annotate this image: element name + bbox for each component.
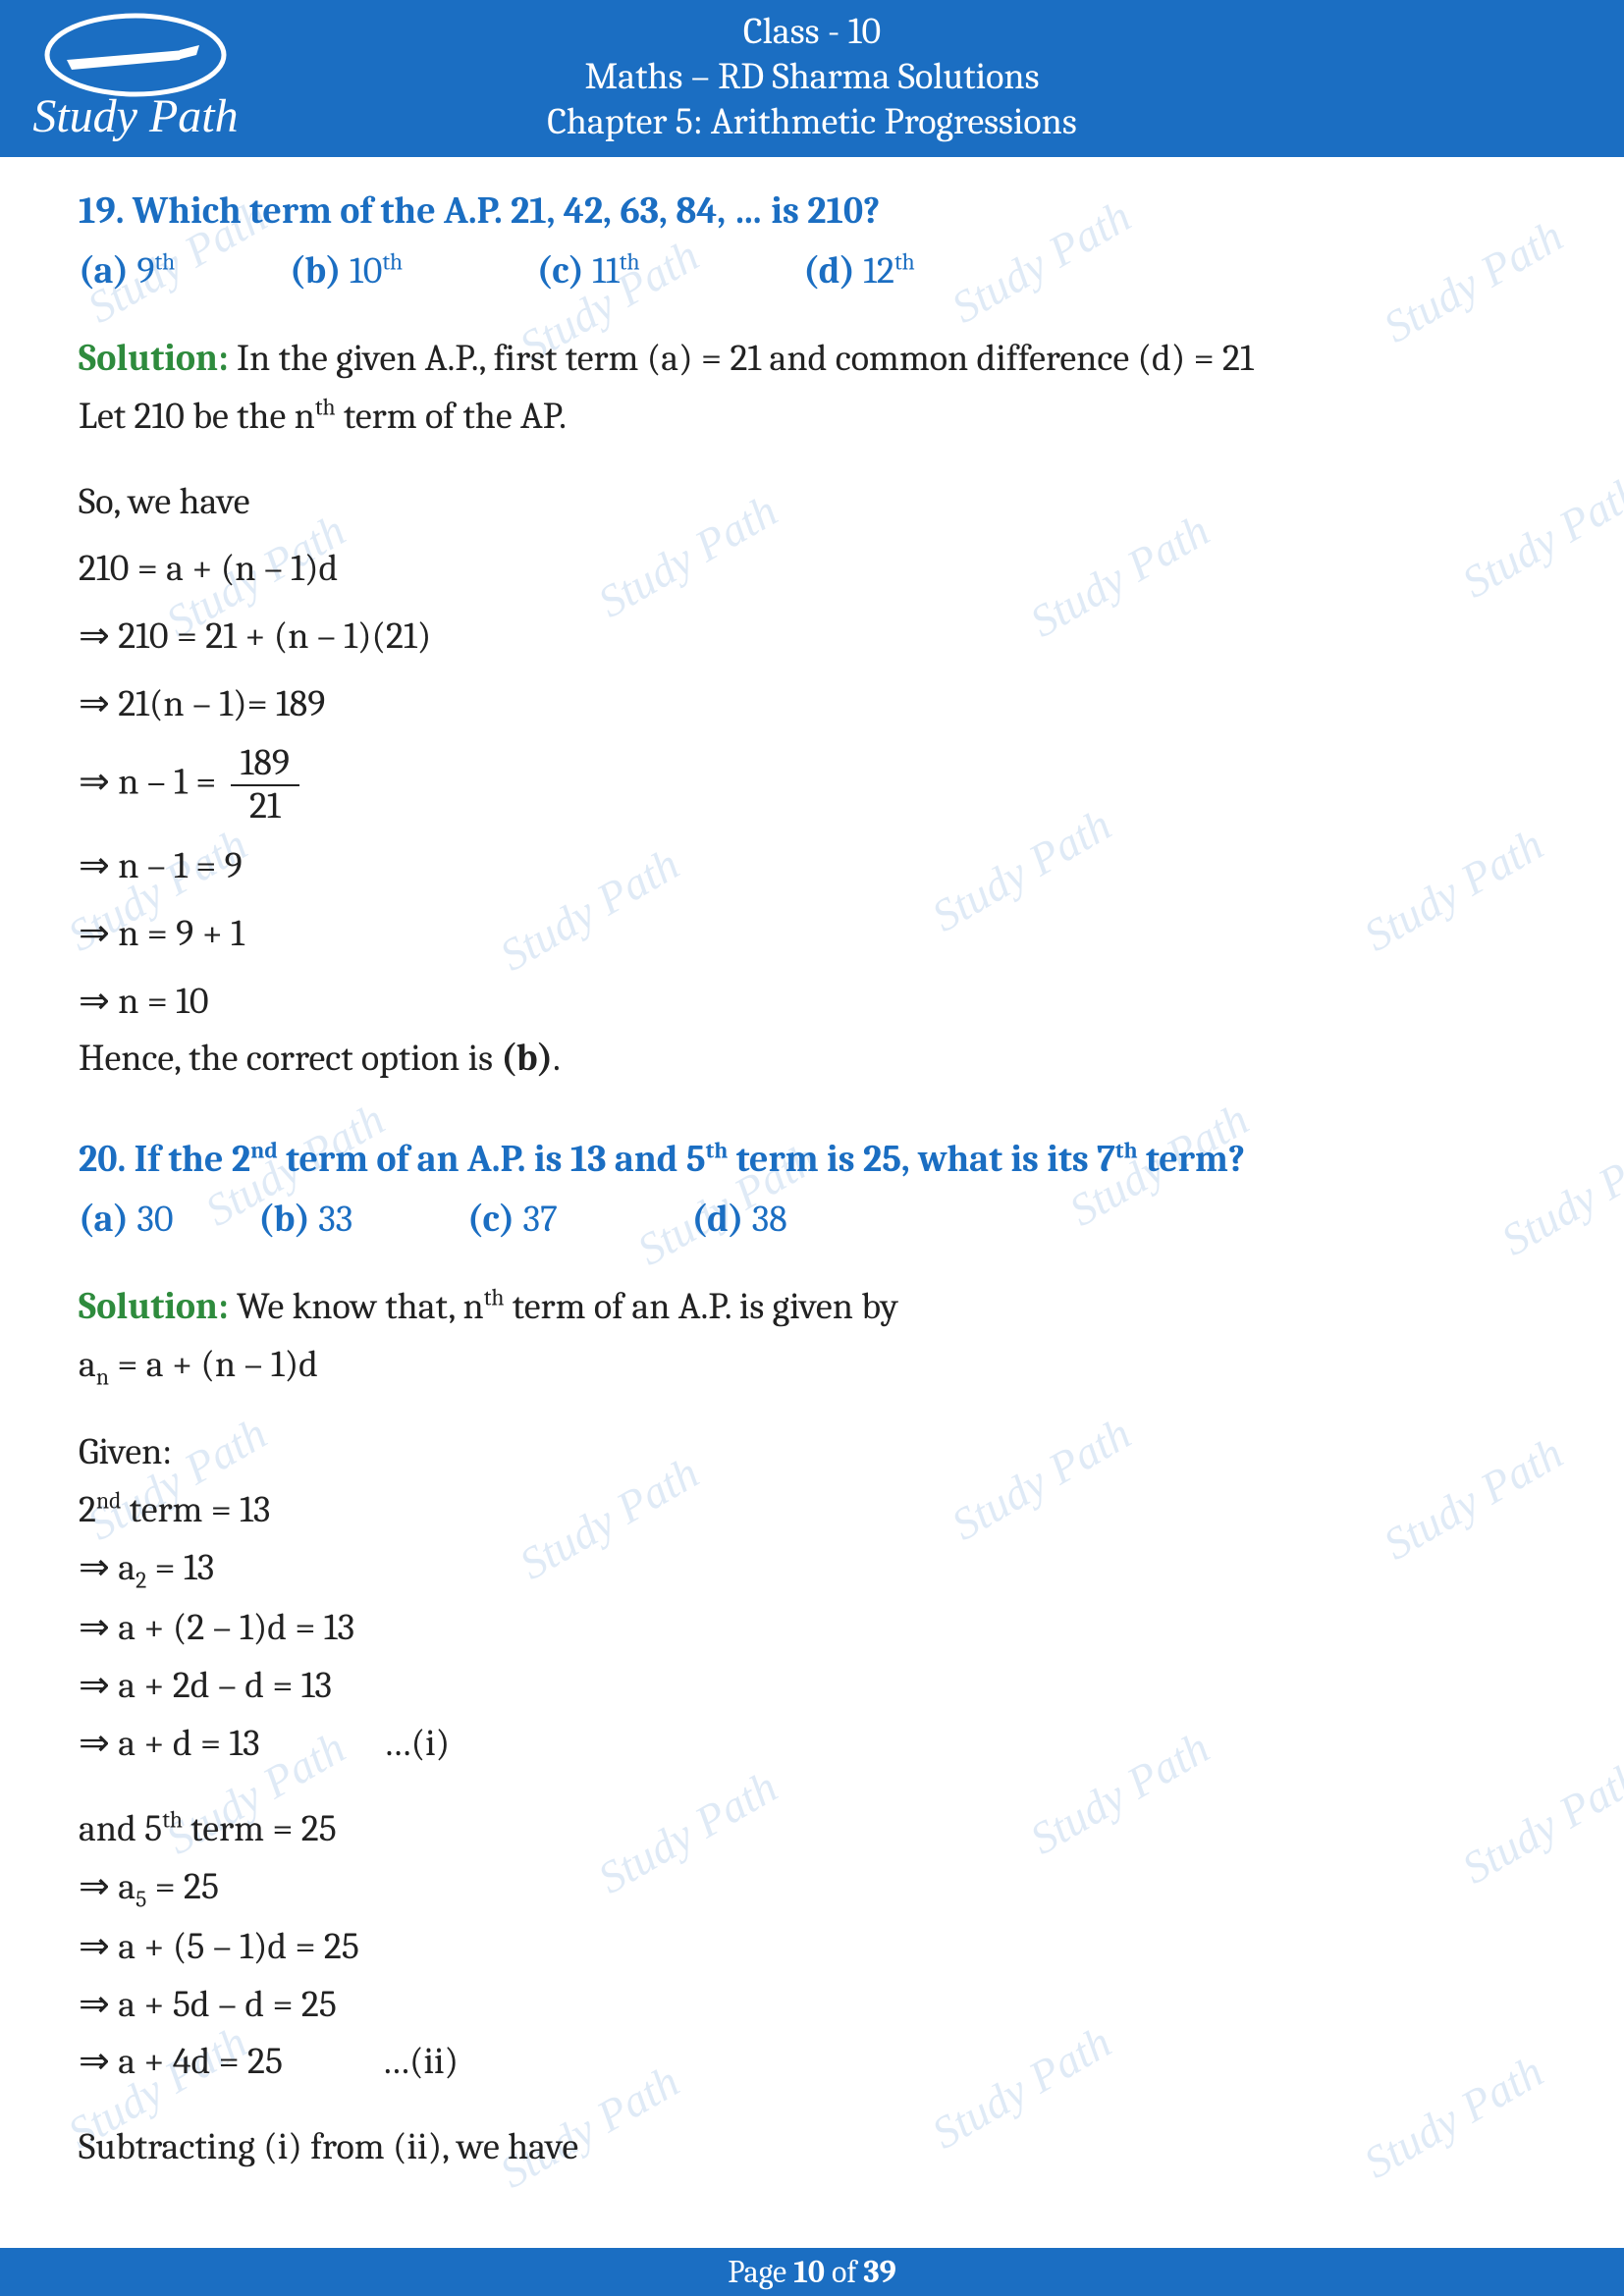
q20-g2: ⇒ a2 = 13 [79,1539,1545,1599]
q20-opt-a-label: (a) [79,1198,129,1241]
page-footer: Page 10 of 39 [0,2248,1624,2296]
q20-h2: ⇒ a5 = 25 [79,1858,1545,1918]
header-title: Maths – RD Sharma Solutions [0,55,1624,98]
q20-g5: ⇒ a + d = 13 …(i) [79,1715,1545,1773]
q19-sol-line1a: In the given A.P., first term (a) = 21 a… [229,337,1254,380]
q20-opt-c-label: (c) [467,1198,514,1241]
q19-step3: ⇒ 21(n – 1)= 189 [79,675,1545,733]
solution-label-2: Solution: [79,1285,229,1328]
q19-sol-line1b: Let 210 be the nth term of the AP. [79,388,1545,446]
q20-g1: 2nd term = 13 [79,1481,1545,1539]
q19-opt-b-label: (b) [290,249,342,293]
q19-step7: ⇒ n = 10 [79,973,1545,1031]
q19-step2: ⇒ 210 = 21 + (n – 1)(21) [79,608,1545,666]
q20-given: Given: [79,1423,1545,1481]
q19-opt-d-label: (d) [803,249,855,293]
page-header: Study Path Class - 10 Maths – RD Sharma … [0,0,1624,157]
footer-page-current: 10 [793,2254,825,2290]
header-class: Class - 10 [0,10,1624,53]
q19-sol-line2: So, we have [79,473,1545,531]
q19-step5: ⇒ n – 1 = 9 [79,837,1545,895]
q20-formula: an = a + (n – 1)d [79,1336,1545,1396]
q20-sub: Subtracting (i) from (ii), we have [79,2118,1545,2176]
q20-h1: and 5th term = 25 [79,1800,1545,1858]
q20-opt-b-val: 33 [318,1198,352,1241]
q19-step6: ⇒ n = 9 + 1 [79,905,1545,963]
q20-opt-b-label: (b) [258,1198,310,1241]
q20-g3: ⇒ a + (2 – 1)d = 13 [79,1599,1545,1657]
q19-solution: Solution: In the given A.P., first term … [79,330,1545,388]
q19-opt-d-val: 12th [863,249,914,293]
q19-opt-a-val: 9th [136,249,175,293]
q20-h5: ⇒ a + 4d = 25 …(ii) [79,2033,1545,2091]
q20-solution: Solution: We know that, nth term of an A… [79,1278,1545,1336]
solution-label: Solution: [79,337,229,380]
q20-question: 20. If the 2nd term of an A.P. is 13 and… [79,1131,1545,1189]
logo: Study Path [27,6,244,153]
q19-question: 19. Which term of the A.P. 21, 42, 63, 8… [79,183,1545,240]
q19-opt-a-label: (a) [79,249,129,293]
q19-conclusion: Hence, the correct option is (b). [79,1030,1545,1088]
q20-opt-d-label: (d) [692,1198,744,1241]
q20-opt-c-val: 37 [523,1198,558,1241]
q19-opt-b-val: 10th [350,249,403,293]
q19-opt-c-val: 11th [592,249,639,293]
footer-page-total: 39 [863,2254,895,2290]
q19-opt-c-label: (c) [537,249,584,293]
q20-g4: ⇒ a + 2d – d = 13 [79,1657,1545,1715]
q19-step4: ⇒ n – 1 = 18921 [79,743,1545,828]
footer-mid: of [825,2254,863,2290]
q20-h4: ⇒ a + 5d – d = 25 [79,1976,1545,2034]
header-chapter: Chapter 5: Arithmetic Progressions [0,100,1624,143]
q20-opt-d-val: 38 [752,1198,787,1241]
q19-options: (a) 9th (b) 10th (c) 11th (d) 12th [79,242,1545,300]
q20-opt-a-val: 30 [136,1198,173,1241]
logo-text: Study Path [32,90,238,142]
q20-h3: ⇒ a + (5 – 1)d = 25 [79,1918,1545,1976]
footer-pre: Page [728,2254,793,2290]
q20-options: (a) 30 (b) 33 (c) 37 (d) 38 [79,1191,1545,1249]
q19-step1: 210 = a + (n – 1)d [79,540,1545,598]
page-content: 19. Which term of the A.P. 21, 42, 63, 8… [0,157,1624,2176]
